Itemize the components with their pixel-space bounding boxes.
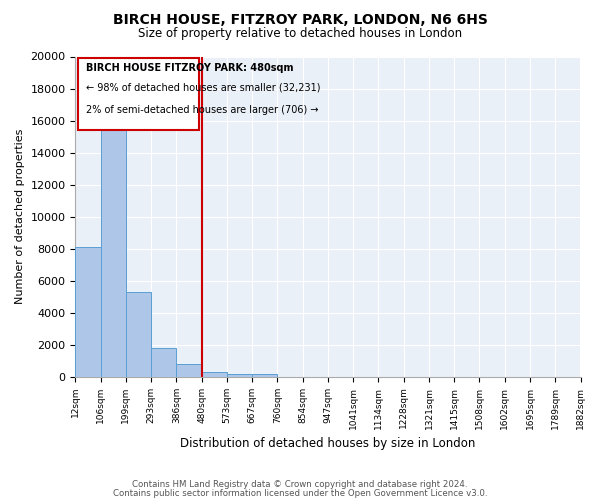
FancyBboxPatch shape xyxy=(78,58,199,130)
Bar xyxy=(202,372,227,377)
Bar xyxy=(151,348,176,377)
Text: BIRCH HOUSE FITZROY PARK: 480sqm: BIRCH HOUSE FITZROY PARK: 480sqm xyxy=(86,63,293,73)
Text: Contains public sector information licensed under the Open Government Licence v3: Contains public sector information licen… xyxy=(113,488,487,498)
Bar xyxy=(101,111,126,377)
Text: 2% of semi-detached houses are larger (706) →: 2% of semi-detached houses are larger (7… xyxy=(86,104,318,115)
Bar xyxy=(252,374,277,377)
Bar xyxy=(176,364,202,377)
Text: Size of property relative to detached houses in London: Size of property relative to detached ho… xyxy=(138,28,462,40)
X-axis label: Distribution of detached houses by size in London: Distribution of detached houses by size … xyxy=(180,437,476,450)
Bar xyxy=(76,247,101,377)
Text: BIRCH HOUSE, FITZROY PARK, LONDON, N6 6HS: BIRCH HOUSE, FITZROY PARK, LONDON, N6 6H… xyxy=(113,12,487,26)
Bar xyxy=(126,292,151,377)
Text: Contains HM Land Registry data © Crown copyright and database right 2024.: Contains HM Land Registry data © Crown c… xyxy=(132,480,468,489)
Text: ← 98% of detached houses are smaller (32,231): ← 98% of detached houses are smaller (32… xyxy=(86,82,320,92)
Y-axis label: Number of detached properties: Number of detached properties xyxy=(15,129,25,304)
Bar xyxy=(227,374,252,377)
